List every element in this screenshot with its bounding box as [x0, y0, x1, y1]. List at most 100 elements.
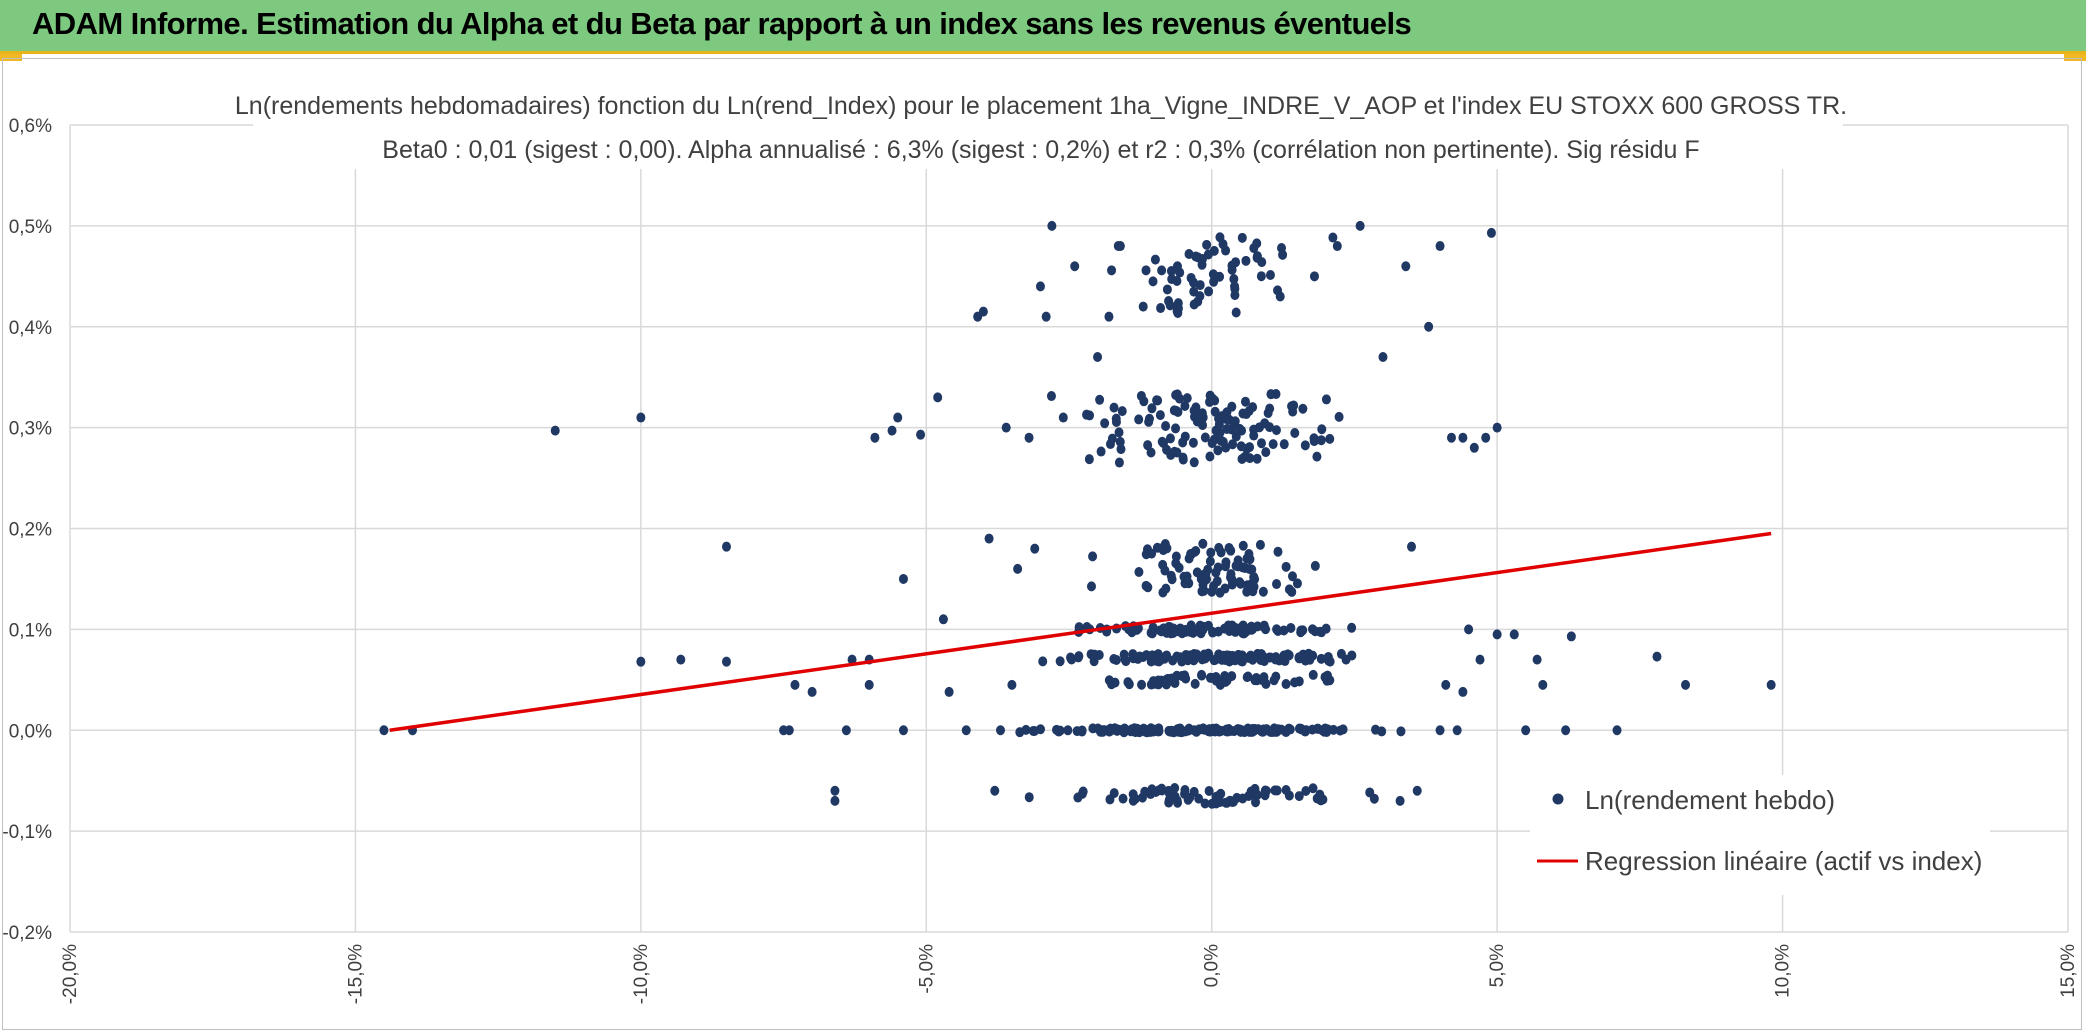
data-point — [1161, 583, 1171, 594]
data-point — [1070, 261, 1080, 272]
data-point — [1095, 394, 1105, 405]
x-tick-label: 15,0% — [2058, 944, 2079, 998]
report-title: ADAM Informe. Estimation du Alpha et du … — [32, 6, 1412, 41]
data-point — [1150, 254, 1160, 265]
data-point — [1320, 672, 1330, 683]
data-point — [1178, 454, 1188, 465]
data-point — [1123, 677, 1133, 688]
data-point — [1197, 586, 1207, 597]
data-point — [1261, 624, 1271, 635]
data-point — [1612, 725, 1622, 736]
data-point — [1143, 582, 1153, 593]
chart-title-line2: Beta0 : 0,01 (sigest : 0,00). Alpha annu… — [382, 136, 1699, 164]
data-point — [1191, 545, 1201, 556]
data-point — [636, 656, 646, 667]
data-point — [1369, 793, 1379, 804]
data-point — [1152, 395, 1162, 406]
data-point — [1189, 655, 1199, 666]
y-tick-label: 0,4% — [9, 318, 52, 339]
data-point — [1229, 273, 1239, 284]
data-point — [1205, 556, 1215, 567]
data-point — [1104, 311, 1114, 322]
chart-title-line1: Ln(rendements hebdomadaires) fonction du… — [235, 92, 1847, 120]
data-point — [1109, 788, 1119, 799]
data-point — [1221, 442, 1231, 453]
data-point — [995, 725, 1005, 736]
data-point — [1169, 674, 1179, 685]
data-point — [1148, 276, 1158, 287]
data-point — [1156, 303, 1166, 314]
data-point — [1424, 321, 1434, 332]
data-point — [1137, 679, 1147, 690]
data-point — [1203, 249, 1213, 260]
data-point — [1134, 414, 1144, 425]
data-point — [1166, 570, 1176, 581]
data-point — [1192, 567, 1202, 578]
data-point — [1242, 443, 1252, 454]
data-point — [790, 679, 800, 690]
data-point — [1127, 627, 1137, 638]
data-point — [1492, 629, 1502, 640]
data-point — [1268, 439, 1278, 450]
data-point — [1024, 792, 1034, 803]
y-tick-label: 0,1% — [9, 620, 52, 641]
data-point — [1252, 453, 1262, 464]
data-point — [1182, 393, 1192, 404]
data-point — [1067, 654, 1077, 665]
data-point — [1088, 723, 1098, 734]
data-point — [1180, 400, 1190, 411]
data-point — [1322, 727, 1332, 738]
data-point — [1441, 679, 1451, 690]
data-point — [1224, 723, 1234, 734]
data-point — [1458, 686, 1468, 697]
y-tick-label: 0,6% — [9, 116, 52, 137]
data-point — [1188, 437, 1198, 448]
data-point — [1041, 311, 1051, 322]
data-point — [1113, 240, 1123, 251]
data-point — [990, 785, 1000, 796]
data-point — [1215, 271, 1225, 282]
data-point — [1298, 403, 1308, 414]
data-point — [1269, 675, 1279, 686]
data-point — [1681, 679, 1691, 690]
data-point — [1252, 789, 1262, 800]
data-point — [1248, 654, 1258, 665]
data-point — [1309, 436, 1319, 447]
data-point — [1162, 650, 1172, 661]
data-point — [1107, 433, 1117, 444]
data-point — [1161, 674, 1171, 685]
data-point — [1172, 795, 1182, 806]
data-point — [1301, 786, 1311, 797]
data-point — [1109, 402, 1119, 413]
data-point — [1271, 389, 1281, 400]
data-point — [1395, 795, 1405, 806]
data-point — [1215, 232, 1225, 243]
data-point — [1221, 245, 1231, 256]
data-point — [1175, 267, 1185, 278]
data-point — [1236, 726, 1246, 737]
x-tick-label: -5,0% — [916, 944, 937, 994]
data-point — [1095, 726, 1105, 737]
data-point — [1396, 726, 1406, 737]
data-point — [1089, 656, 1099, 667]
data-point — [1281, 785, 1291, 796]
data-point — [1211, 725, 1221, 736]
data-point — [1766, 679, 1776, 690]
y-axis-ticks: -0,2% -0,1% 0,0% 0,1% 0,2% 0,3% 0,4% 0,5% 0,6% — [2, 116, 52, 944]
data-point — [1151, 787, 1161, 798]
data-point — [1250, 675, 1260, 686]
data-point — [1265, 270, 1275, 281]
legend-label-regression: Regression linéaire (actif vs index) — [1585, 846, 1982, 876]
data-point — [978, 306, 988, 317]
data-point — [1173, 298, 1183, 309]
data-point — [1224, 654, 1234, 665]
data-point — [1114, 427, 1124, 438]
data-point — [1378, 352, 1388, 363]
data-point — [784, 725, 794, 736]
data-point — [1276, 724, 1286, 735]
data-point — [1312, 451, 1322, 462]
data-point — [1001, 422, 1011, 433]
data-point — [1159, 541, 1169, 552]
data-point — [1058, 412, 1068, 423]
data-point — [1270, 785, 1280, 796]
